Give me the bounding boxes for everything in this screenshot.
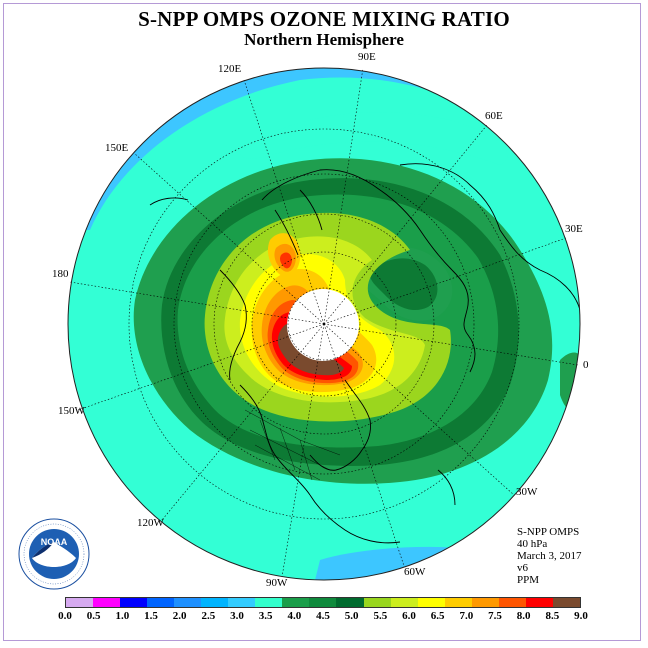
lon-label-90e: 90E: [358, 51, 376, 63]
colorbar-swatch: [147, 598, 175, 607]
colorbar-swatch: [120, 598, 148, 607]
colorbar-tick-label: 4.0: [287, 610, 302, 622]
colorbar-swatch: [444, 598, 472, 607]
info-level: 40 hPa: [517, 538, 548, 550]
colorbar-tick-label: 0.5: [86, 610, 101, 622]
colorbar-tick-label: 6.0: [402, 610, 416, 622]
chart-subtitle: Northern Hemisphere: [244, 30, 404, 49]
coastlines: [149, 163, 580, 544]
chart-title: S-NPP OMPS OZONE MIXING RATIO: [138, 7, 510, 31]
lon-label-30e: 30E: [565, 223, 583, 235]
colorbar-swatch: [552, 598, 580, 607]
lon-label-30w: 30W: [516, 486, 538, 498]
contour-4.5-pocket-inner: [370, 258, 438, 311]
colorbar-tick-label: 3.5: [258, 610, 273, 622]
colorbar-tick-label: 1.5: [144, 610, 158, 622]
colorbar-ticks: 0.0 0.5 1.0 1.5 2.0 2.5 3.0 3.5 4.0 4.5 5.0 5.5 6.0 6…: [0, 608, 648, 624]
colorbar-swatch: [363, 598, 391, 607]
colorbar-swatch: [174, 598, 202, 607]
lon-label-0: 0: [583, 359, 589, 371]
colorbar-tick-label: 7.0: [459, 610, 474, 622]
colorbar-tick-label: 7.5: [488, 610, 502, 622]
lon-label-90w: 90W: [266, 577, 288, 589]
lon-label-120w: 120W: [137, 517, 164, 529]
contour-8.0-8.5-north: [280, 252, 292, 269]
colorbar-swatch: [336, 598, 364, 607]
map-boundary: [67, 67, 581, 581]
colorbar-tick-label: 5.0: [344, 610, 359, 622]
colorbar-tick-label: 0.0: [58, 610, 72, 622]
colorbar: [65, 597, 581, 608]
colorbar-tick-label: 4.5: [316, 610, 330, 622]
colorbar-swatch: [228, 598, 256, 607]
colorbar-tick-label: 6.5: [430, 610, 445, 622]
ozone-contours: [68, 68, 580, 580]
colorbar-tick-label: 2.5: [201, 610, 216, 622]
colorbar-swatch: [417, 598, 445, 607]
colorbar-swatch: [525, 598, 553, 607]
info-version: v6: [517, 562, 528, 574]
lon-label-60e: 60E: [485, 110, 503, 122]
colorbar-swatch: [471, 598, 499, 607]
contour-3.5-north-gap: [240, 112, 508, 165]
info-block: S-NPP OMPS 40 hPa March 3, 2017 v6 PPM: [517, 526, 581, 586]
colorbar-swatch: [498, 598, 526, 607]
colorbar-swatch: [93, 598, 121, 607]
info-units: PPM: [517, 574, 540, 586]
lon-label-150e: 150E: [105, 142, 129, 154]
colorbar-swatch: [390, 598, 418, 607]
info-instrument: S-NPP OMPS: [517, 526, 580, 538]
logo-text: NOAA: [41, 537, 68, 547]
colorbar-swatch: [255, 598, 283, 607]
colorbar-swatch: [282, 598, 310, 607]
colorbar-tick-label: 5.5: [373, 610, 388, 622]
colorbar-swatch: [201, 598, 229, 607]
colorbar-tick-label: 9.0: [574, 610, 588, 622]
lon-label-120e: 120E: [218, 63, 242, 75]
graticule: [69, 67, 579, 578]
colorbar-tick-label: 8.5: [545, 610, 560, 622]
colorbar-tick-label: 8.0: [516, 610, 531, 622]
info-date: March 3, 2017: [517, 550, 582, 562]
lon-label-180: 180: [52, 268, 69, 280]
colorbar-swatch: [66, 598, 94, 607]
lon-label-60w: 60W: [404, 566, 426, 578]
colorbar-tick-label: 1.0: [115, 610, 130, 622]
lon-label-150w: 150W: [58, 405, 85, 417]
colorbar-tick-label: 3.0: [230, 610, 244, 622]
colorbar-swatch: [309, 598, 337, 607]
noaa-logo: NOAA: [18, 518, 90, 590]
colorbar-tick-label: 2.0: [172, 610, 187, 622]
